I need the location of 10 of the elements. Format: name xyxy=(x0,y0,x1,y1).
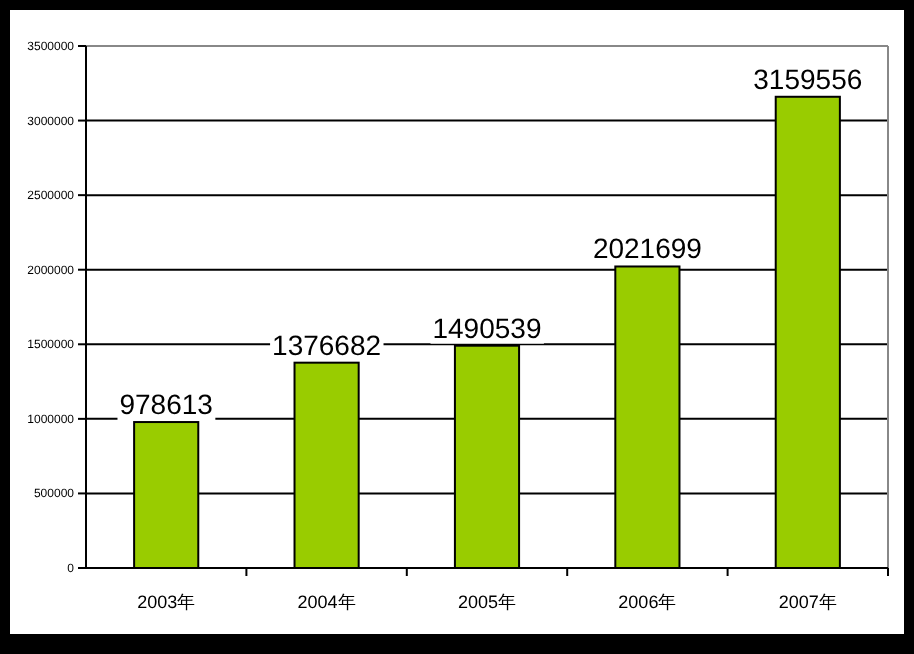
data-label: 1490539 xyxy=(432,311,542,344)
x-tick-label: 2004年 xyxy=(297,592,356,612)
data-label: 978613 xyxy=(119,388,214,421)
x-tick-label: 2005年 xyxy=(457,592,517,612)
x-tick-label: 2006年 xyxy=(618,592,677,612)
x-tick-label: 2003年 xyxy=(137,592,196,612)
data-label: 1376682 xyxy=(272,328,382,361)
x-tick-label: 2007年 xyxy=(778,592,837,612)
data-label: 3159556 xyxy=(753,62,863,95)
data-label: 2021699 xyxy=(592,232,703,265)
